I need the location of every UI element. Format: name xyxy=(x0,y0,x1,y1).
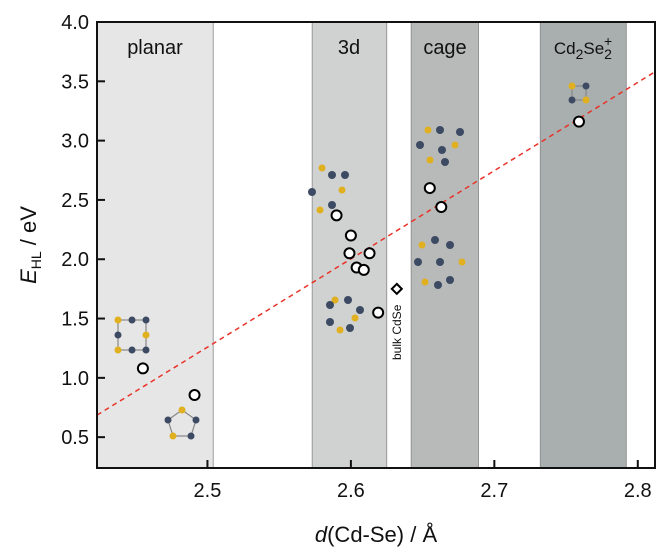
point xyxy=(357,263,370,276)
point xyxy=(343,247,356,260)
point xyxy=(363,247,376,260)
point xyxy=(330,209,343,222)
label-part: 2 xyxy=(604,46,612,62)
point xyxy=(390,282,404,296)
band-label: planar xyxy=(127,37,183,59)
point xyxy=(423,182,436,195)
y-tick-label: 2.0 xyxy=(61,249,89,271)
molecule-icons xyxy=(114,82,590,440)
point xyxy=(136,362,149,375)
marks xyxy=(96,71,656,416)
label-part: HL xyxy=(28,251,44,269)
label-part: Se xyxy=(583,39,604,58)
y-tick-label: 4.0 xyxy=(61,12,89,34)
label-part: (Cd-Se) / Å xyxy=(327,522,437,547)
fit-line xyxy=(96,71,656,416)
y-tick-label: 2.5 xyxy=(61,190,89,212)
band xyxy=(311,21,388,469)
y-tick-label: 1.5 xyxy=(61,309,89,331)
point xyxy=(188,389,201,402)
bands xyxy=(96,21,627,469)
plot-frame xyxy=(96,21,656,469)
x-tick-label: 2.6 xyxy=(337,480,365,502)
point xyxy=(344,229,357,242)
x-tick-label: 2.7 xyxy=(480,480,508,502)
label-part: + xyxy=(604,33,612,49)
point xyxy=(435,201,448,214)
label-part: 2 xyxy=(576,46,584,62)
y-tick-label: 3.5 xyxy=(61,71,89,93)
point xyxy=(572,115,585,128)
series-annotation: bulk CdSe xyxy=(390,304,404,360)
y-tick-label: 0.5 xyxy=(61,427,89,449)
label-part: Cd xyxy=(554,39,576,58)
point xyxy=(372,306,385,319)
x-tick-label: 2.8 xyxy=(624,480,652,502)
band-label: cage xyxy=(423,37,466,59)
y-tick-label: 1.0 xyxy=(61,368,89,390)
y-axis-title: EHL / eV xyxy=(16,206,44,284)
band-label: 3d xyxy=(338,37,360,59)
band-label: Cd2Se2+ xyxy=(554,33,612,62)
label-part: E xyxy=(16,269,41,284)
band xyxy=(539,21,627,469)
x-tick-label: 2.5 xyxy=(194,480,222,502)
band xyxy=(96,21,214,469)
ticks: 2.5 2.6 2.7 2.8 0.5 1.0 1.5 2.0 2.5 3.0 3.5 4.0 xyxy=(61,12,652,502)
y-tick-label: 3.0 xyxy=(61,131,89,153)
label-part: / eV xyxy=(16,206,41,252)
x-axis-title: d(Cd-Se) / Å xyxy=(315,522,438,547)
label-part: d xyxy=(315,522,328,547)
